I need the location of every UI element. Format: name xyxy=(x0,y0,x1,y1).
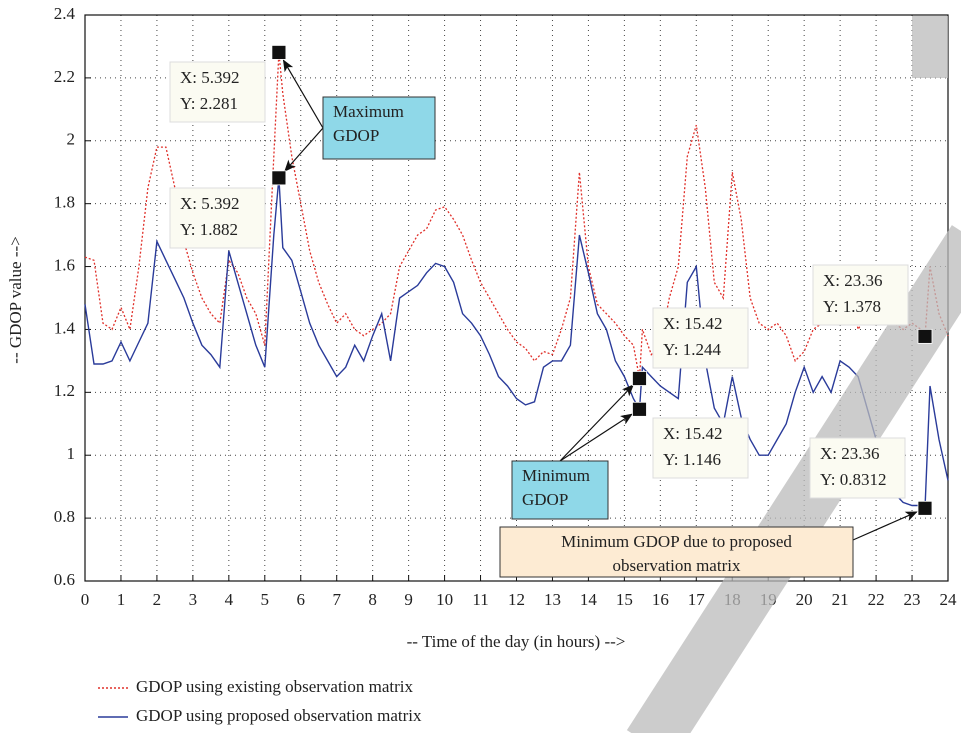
annotation-arrow xyxy=(559,384,634,462)
y-tick-label: 2 xyxy=(67,130,76,149)
datatip-marker xyxy=(632,371,647,386)
datatip-marker xyxy=(632,401,647,417)
x-tick-label: 11 xyxy=(472,590,488,609)
x-tick-label: 10 xyxy=(436,590,453,609)
datatip-marker xyxy=(271,170,287,186)
y-axis-label: -- GDOP value --> xyxy=(6,236,25,363)
datatip-box xyxy=(652,417,749,479)
x-tick-label: 14 xyxy=(580,590,598,609)
x-tick-label: 13 xyxy=(544,590,561,609)
datatip-y: Y: 1.378 xyxy=(823,297,881,316)
annotation-box xyxy=(322,96,436,160)
legend-label: GDOP using existing observation matrix xyxy=(136,677,414,696)
y-tick-label: 0.6 xyxy=(54,570,75,589)
annotation-text: Minimum GDOP due to proposed xyxy=(561,532,792,551)
x-tick-label: 3 xyxy=(189,590,198,609)
x-tick-label: 0 xyxy=(81,590,90,609)
y-tick-label: 1 xyxy=(67,444,76,463)
x-tick-label: 1 xyxy=(117,590,126,609)
annotation-text: GDOP xyxy=(333,126,379,145)
y-tick-label: 2.4 xyxy=(54,4,76,23)
datatip-marker xyxy=(917,328,933,344)
x-tick-label: 9 xyxy=(404,590,413,609)
x-tick-label: 4 xyxy=(225,590,234,609)
datatip-box xyxy=(169,61,266,123)
datatip-box xyxy=(652,307,749,369)
datatip-box xyxy=(812,264,909,326)
x-tick-label: 12 xyxy=(508,590,525,609)
annotation-arrow xyxy=(559,413,633,462)
annotation-arrow xyxy=(282,59,324,129)
y-tick-label: 0.8 xyxy=(54,507,75,526)
datatip-x: X: 23.36 xyxy=(823,271,883,290)
datatip-x: X: 23.36 xyxy=(820,444,880,463)
x-tick-label: 8 xyxy=(368,590,377,609)
annotation-text: GDOP xyxy=(522,490,568,509)
x-tick-label: 16 xyxy=(652,590,669,609)
x-tick-label: 20 xyxy=(796,590,813,609)
x-tick-label: 17 xyxy=(688,590,706,609)
datatip-box xyxy=(169,187,266,249)
annotation-text: Maximum xyxy=(333,102,404,121)
y-tick-label: 1.8 xyxy=(54,193,75,212)
datatip-y: Y: 2.281 xyxy=(180,94,238,113)
x-tick-label: 22 xyxy=(868,590,885,609)
y-tick-label: 1.4 xyxy=(54,318,76,337)
datatip-marker xyxy=(917,500,933,516)
x-tick-label: 15 xyxy=(616,590,633,609)
x-tick-label: 2 xyxy=(153,590,162,609)
annotation-arrow xyxy=(852,511,918,541)
y-tick-label: 1.2 xyxy=(54,381,75,400)
x-tick-label: 24 xyxy=(940,590,958,609)
x-tick-label: 7 xyxy=(332,590,341,609)
datatip-y: Y: 1.146 xyxy=(663,450,721,469)
y-tick-label: 1.6 xyxy=(54,255,75,274)
datatip-y: Y: 1.882 xyxy=(180,220,238,239)
datatip-x: X: 15.42 xyxy=(663,424,723,443)
annotation-text: observation matrix xyxy=(613,556,741,575)
series-line xyxy=(84,177,949,510)
x-tick-label: 23 xyxy=(904,590,921,609)
x-tick-label: 6 xyxy=(297,590,306,609)
y-tick-label: 2.2 xyxy=(54,67,75,86)
legend-label: GDOP using proposed observation matrix xyxy=(136,706,422,725)
datatip-y: Y: 0.8312 xyxy=(820,470,886,489)
annotation-text: Minimum xyxy=(522,466,590,485)
datatip-x: X: 15.42 xyxy=(663,314,723,333)
x-tick-label: 21 xyxy=(832,590,849,609)
annotation-box xyxy=(499,526,854,578)
datatip-x: X: 5.392 xyxy=(180,68,240,87)
watermark xyxy=(912,16,948,78)
annotation-box xyxy=(511,460,609,520)
datatip-marker xyxy=(271,45,287,60)
series-line xyxy=(84,52,949,379)
datatip-y: Y: 1.244 xyxy=(663,340,721,359)
datatip-x: X: 5.392 xyxy=(180,194,240,213)
datatip-box xyxy=(809,437,906,499)
x-axis-label: -- Time of the day (in hours) --> xyxy=(407,632,626,651)
x-tick-label: 5 xyxy=(261,590,270,609)
annotation-arrow xyxy=(284,127,324,172)
